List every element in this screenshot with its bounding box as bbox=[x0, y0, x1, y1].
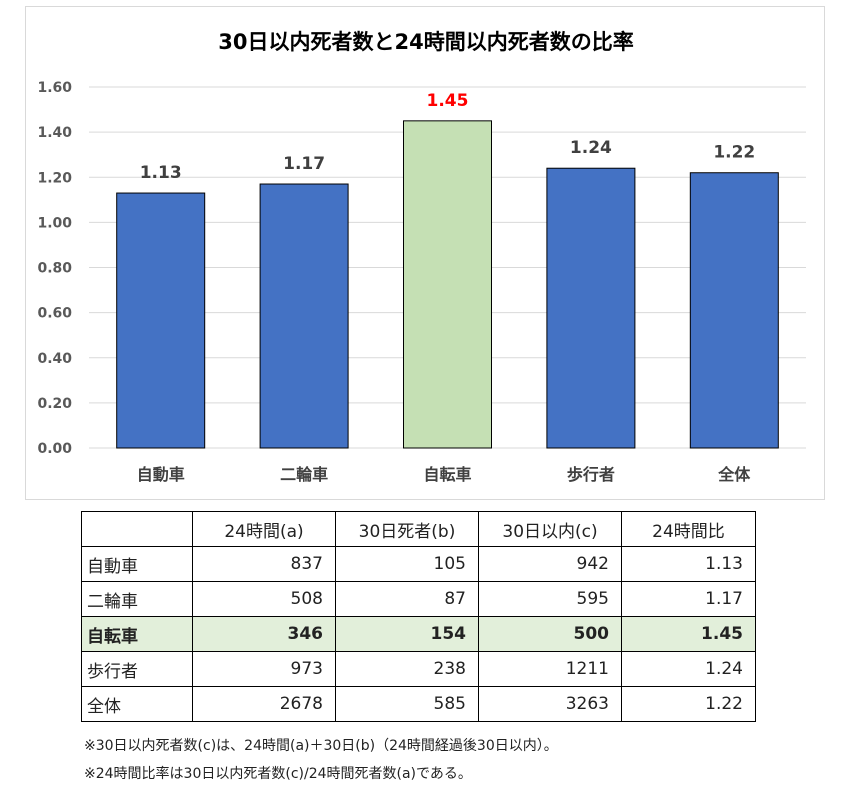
table-cell: 105 bbox=[335, 546, 479, 582]
bar bbox=[546, 167, 636, 449]
data-label: 1.45 bbox=[427, 91, 469, 111]
y-tick-label: 1.40 bbox=[37, 125, 72, 141]
table-cell: 973 bbox=[192, 651, 336, 687]
bar bbox=[259, 183, 349, 449]
row-label-cell: 全体 bbox=[81, 686, 193, 722]
chart-frame: 30日以内死者数と24時間以内死者数の比率 0.00 0.20 0.40 0.60 0.… bbox=[25, 6, 825, 500]
table-header-cell: 24時間(a) bbox=[192, 511, 336, 547]
y-tick-label: 1.20 bbox=[37, 170, 72, 186]
y-tick-label: 1.00 bbox=[37, 215, 72, 231]
table-header-cell: 30日以内(c) bbox=[478, 511, 622, 547]
table-cell: 154 bbox=[335, 616, 479, 652]
x-tick-label: 自動車 bbox=[137, 465, 185, 484]
x-tick-label: 歩行者 bbox=[567, 465, 615, 484]
y-axis-ticks: 0.00 0.20 0.40 0.60 0.80 1.00 1.20 1.40 1.60 bbox=[37, 80, 72, 457]
table-cell: 2678 bbox=[192, 686, 336, 722]
row-label-cell: 二輪車 bbox=[81, 581, 193, 617]
row-label-cell: 自転車 bbox=[81, 616, 193, 652]
table-cell: 1.22 bbox=[621, 686, 756, 722]
table-row: 自転車 346 154 500 1.45 bbox=[81, 616, 756, 652]
table-cell: 500 bbox=[478, 616, 622, 652]
table-cell: 1.24 bbox=[621, 651, 756, 687]
table-header-cell bbox=[81, 511, 193, 547]
y-tick-label: 0.00 bbox=[37, 441, 72, 457]
bar-chart: 30日以内死者数と24時間以内死者数の比率 0.000.200.400.600.… bbox=[37, 30, 806, 484]
table-cell: 1.45 bbox=[621, 616, 756, 652]
table-row: 全体 2678 585 3263 1.22 bbox=[81, 686, 756, 722]
y-tick-label: 1.60 bbox=[37, 80, 72, 96]
data-label: 1.24 bbox=[570, 138, 612, 158]
data-label: 1.22 bbox=[713, 143, 755, 163]
bars bbox=[116, 120, 779, 449]
table-row: 自動車 837 105 942 1.13 bbox=[81, 546, 756, 582]
data-label: 1.13 bbox=[140, 163, 182, 183]
footnote-1: ※30日以内死者数(c)は、24時間(a)＋30日(b)（24時間経過後30日以… bbox=[84, 738, 558, 754]
x-tick-label: 二輪車 bbox=[280, 465, 328, 484]
footnote-2: ※24時間比率は30日以内死者数(c)/24時間死者数(a)である。 bbox=[84, 766, 472, 782]
table-cell: 3263 bbox=[478, 686, 622, 722]
table-row: 二輪車 508 87 595 1.17 bbox=[81, 581, 756, 617]
table-cell: 508 bbox=[192, 581, 336, 617]
y-tick-label: 0.40 bbox=[37, 351, 72, 367]
table-row: 歩行者 973 238 1211 1.24 bbox=[81, 651, 756, 687]
table-cell: 595 bbox=[478, 581, 622, 617]
x-tick-label: 全体 bbox=[717, 465, 751, 484]
table-cell: 87 bbox=[335, 581, 479, 617]
table-cell: 942 bbox=[478, 546, 622, 582]
table-cell: 346 bbox=[192, 616, 336, 652]
row-label-cell: 自動車 bbox=[81, 546, 193, 582]
table-cell: 1.13 bbox=[621, 546, 756, 582]
table-cell: 238 bbox=[335, 651, 479, 687]
table-cell: 1211 bbox=[478, 651, 622, 687]
bar bbox=[403, 120, 492, 449]
data-labels: 1.13 1.17 1.45 1.24 1.22 bbox=[140, 91, 756, 183]
table-cell: 585 bbox=[335, 686, 479, 722]
table-cell: 837 bbox=[192, 546, 336, 582]
data-table: 24時間(a) 30日死者(b) 30日以内(c) 24時間比 自動車 837 10… bbox=[81, 511, 756, 722]
table-body: 自動車 837 105 942 1.13 二輪車 508 87 595 1.17 自転車 346 154… bbox=[81, 546, 756, 722]
chart-title: 30日以内死者数と24時間以内死者数の比率 bbox=[218, 30, 633, 54]
data-label: 1.17 bbox=[283, 154, 325, 174]
table-header-row: 24時間(a) 30日死者(b) 30日以内(c) 24時間比 bbox=[81, 511, 756, 547]
bar bbox=[689, 172, 779, 449]
table-cell: 1.17 bbox=[621, 581, 756, 617]
y-tick-label: 0.80 bbox=[37, 261, 72, 277]
row-label-cell: 歩行者 bbox=[81, 651, 193, 687]
y-tick-label: 0.60 bbox=[37, 306, 72, 322]
y-tick-label: 0.20 bbox=[37, 396, 72, 412]
x-tick-label: 自転車 bbox=[423, 465, 471, 484]
bar bbox=[116, 192, 206, 449]
table-header-cell: 30日死者(b) bbox=[335, 511, 479, 547]
table-header-cell: 24時間比 bbox=[621, 511, 756, 547]
x-axis-ticks: 自動車 二輪車 自転車 歩行者 全体 bbox=[137, 465, 752, 484]
